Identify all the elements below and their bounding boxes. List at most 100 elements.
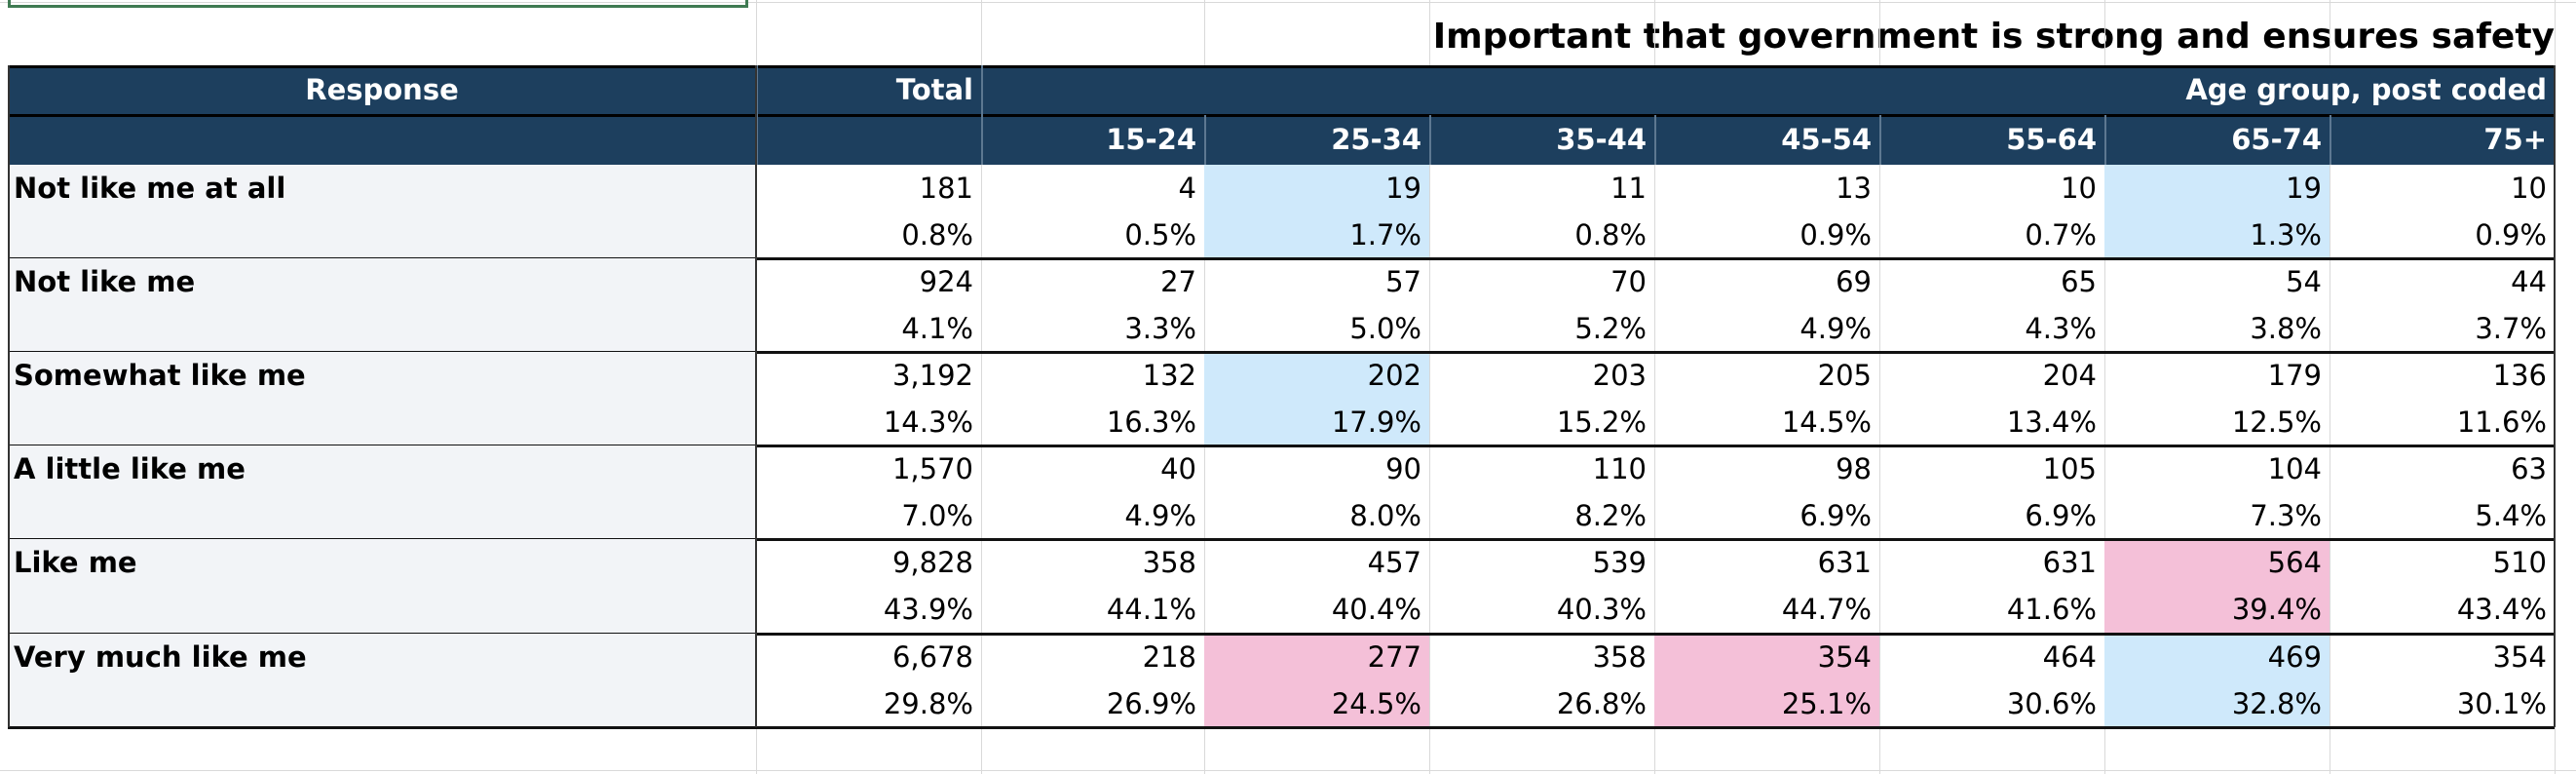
- count: 4: [1178, 172, 1196, 205]
- percent: 14.3%: [883, 406, 973, 440]
- row-label-bg: [8, 258, 756, 353]
- cell-highlight: [2104, 633, 2330, 727]
- count: 104: [2267, 452, 2322, 486]
- grid-line: [981, 0, 982, 774]
- row-rule: [8, 725, 2555, 729]
- border: [755, 65, 757, 727]
- count: 354: [1817, 639, 1872, 674]
- header-divider: [2104, 115, 2106, 165]
- row-label-bg: [8, 539, 756, 634]
- percent: 26.8%: [1556, 686, 1647, 720]
- percent: 5.2%: [1574, 312, 1647, 346]
- percent: 3.7%: [2475, 312, 2547, 346]
- row-label: Like me: [14, 546, 137, 580]
- count: 354: [2492, 639, 2547, 674]
- grid-line: [1654, 0, 1655, 774]
- percent: 4.9%: [1124, 499, 1196, 533]
- header-divider: [1204, 115, 1206, 165]
- percent: 1.3%: [2250, 218, 2322, 252]
- count: 631: [2042, 546, 2097, 580]
- count: 1,570: [891, 452, 973, 486]
- percent: 26.9%: [1106, 686, 1196, 720]
- percent: 15.2%: [1556, 406, 1647, 440]
- percent: 44.7%: [1781, 593, 1872, 627]
- count: 10: [2061, 172, 2097, 205]
- row-label-bg: [8, 352, 756, 446]
- count: 457: [1367, 546, 1421, 580]
- header-cell: Total: [756, 65, 981, 115]
- percent: 32.8%: [2231, 686, 2322, 720]
- percent: 4.9%: [1799, 312, 1872, 346]
- count: 539: [1592, 546, 1647, 580]
- header-cell: 45-54: [1654, 115, 1879, 165]
- percent: 0.7%: [2025, 218, 2097, 252]
- count: 358: [1142, 546, 1196, 580]
- count: 358: [1592, 639, 1647, 674]
- count: 19: [1385, 172, 1421, 205]
- count: 70: [1610, 265, 1647, 299]
- count: 98: [1836, 452, 1872, 486]
- count: 510: [2492, 546, 2547, 580]
- percent: 0.9%: [1799, 218, 1872, 252]
- cell-highlight: [2104, 539, 2330, 634]
- percent: 0.5%: [1124, 218, 1196, 252]
- row-label: Not like me at all: [14, 172, 286, 205]
- count: 11: [1610, 172, 1647, 205]
- percent: 12.5%: [2231, 406, 2322, 440]
- count: 10: [2511, 172, 2547, 205]
- count: 202: [1367, 359, 1421, 393]
- header-cell: 15-24: [981, 115, 1204, 165]
- count: 90: [1385, 452, 1421, 486]
- count: 105: [2042, 452, 2097, 486]
- row-label: Very much like me: [14, 639, 307, 674]
- row-rule: [8, 632, 2555, 636]
- cell-highlight: [2104, 165, 2330, 259]
- percent: 17.9%: [1331, 406, 1421, 440]
- count: 69: [1836, 265, 1872, 299]
- count: 19: [2286, 172, 2322, 205]
- percent: 24.5%: [1331, 686, 1421, 720]
- count: 205: [1817, 359, 1872, 393]
- count: 181: [919, 172, 973, 205]
- count: 469: [2267, 639, 2322, 674]
- row-label-bg: [8, 633, 756, 727]
- count: 631: [1817, 546, 1872, 580]
- header-rule: [8, 114, 2555, 117]
- percent: 8.2%: [1574, 499, 1647, 533]
- grid-line: [0, 770, 2576, 771]
- percent: 5.4%: [2475, 499, 2547, 533]
- row-rule: [8, 257, 2555, 261]
- percent: 3.3%: [1124, 312, 1196, 346]
- count: 57: [1385, 265, 1421, 299]
- header-divider: [2330, 115, 2331, 165]
- percent: 30.1%: [2456, 686, 2547, 720]
- header-divider: [756, 65, 758, 165]
- count: 110: [1592, 452, 1647, 486]
- count: 464: [2042, 639, 2097, 674]
- header-cell: 55-64: [1879, 115, 2104, 165]
- count: 13: [1836, 172, 1872, 205]
- percent: 29.8%: [883, 686, 973, 720]
- count: 564: [2267, 546, 2322, 580]
- count: 44: [2511, 265, 2547, 299]
- count: 9,828: [891, 546, 973, 580]
- count: 204: [2042, 359, 2097, 393]
- row-label: A little like me: [14, 452, 246, 486]
- percent: 43.4%: [2456, 593, 2547, 627]
- count: 40: [1160, 452, 1196, 486]
- row-rule: [8, 445, 2555, 448]
- percent: 40.4%: [1331, 593, 1421, 627]
- count: 6,678: [891, 639, 973, 674]
- count: 65: [2061, 265, 2097, 299]
- percent: 11.6%: [2456, 406, 2547, 440]
- border: [8, 65, 10, 727]
- count: 27: [1160, 265, 1196, 299]
- percent: 7.3%: [2250, 499, 2322, 533]
- header-cell: 35-44: [1429, 115, 1654, 165]
- row-rule: [8, 351, 2555, 355]
- header-cell: Age group, post coded: [981, 65, 2555, 115]
- percent: 0.8%: [901, 218, 973, 252]
- border: [2554, 65, 2556, 727]
- percent: 8.0%: [1349, 499, 1421, 533]
